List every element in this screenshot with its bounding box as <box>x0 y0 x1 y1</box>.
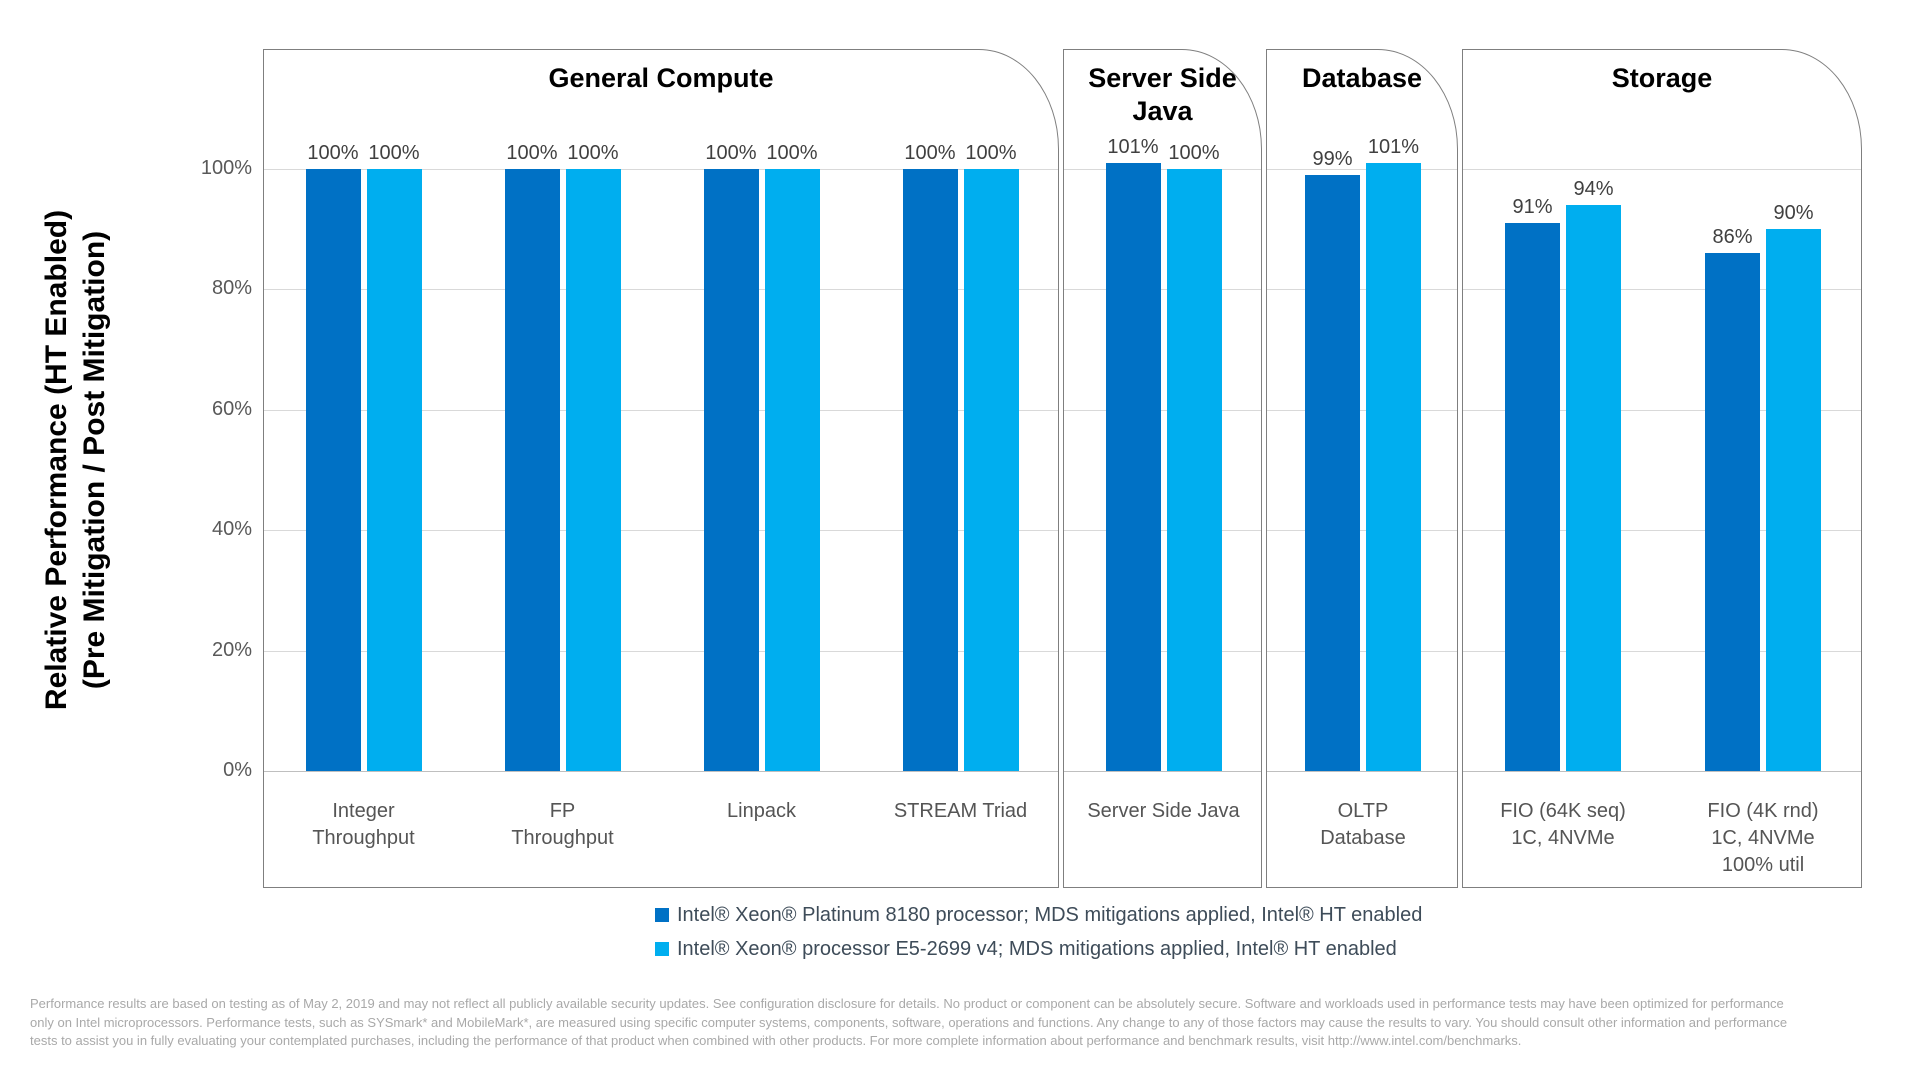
bar-series1-server-side-java <box>1105 162 1161 771</box>
x-axis-line <box>1463 771 1861 772</box>
bar-series2-server-side-java <box>1166 169 1222 771</box>
x-axis-line <box>1064 771 1261 772</box>
legend-item-series2: Intel® Xeon® processor E5-2699 v4; MDS m… <box>655 937 1422 962</box>
bar-series2-linpack <box>764 169 820 771</box>
disclaimer-line: only on Intel microprocessors. Performan… <box>30 1014 1788 1030</box>
legend-label: Intel® Xeon® processor E5-2699 v4; MDS m… <box>677 938 1397 960</box>
gridline-20 <box>264 650 1058 652</box>
gridline-20 <box>1064 650 1261 652</box>
gridline-40 <box>1267 530 1457 532</box>
bar-value-label: 100% <box>904 142 956 164</box>
gridline-20 <box>1463 650 1861 652</box>
panel-storage: Storage 91% 94% FIO (64K seq) 1C, 4NVMe 86% 90… <box>1462 49 1862 888</box>
gridline-60 <box>1463 409 1861 411</box>
chart-legend: Intel® Xeon® Platinum 8180 processor; MD… <box>655 903 1422 971</box>
bar-value-label: 99% <box>1312 148 1353 171</box>
bar-value-label: 100% <box>766 142 818 164</box>
y-tick-label-0: 0% <box>223 759 252 781</box>
bar-series1-fio-64k-seq-1c-4nvme <box>1505 223 1560 771</box>
gridline-80 <box>1064 289 1261 291</box>
bar-series2-oltp-database <box>1366 162 1421 771</box>
bar-value-label: 100% <box>368 142 420 164</box>
bar-series1-integer-throughput <box>305 169 361 771</box>
legend-label: Intel® Xeon® Platinum 8180 processor; MD… <box>677 904 1423 926</box>
panel-general-compute: General Compute 100% 100% Integer Throughput… <box>263 49 1059 888</box>
gridline-80 <box>264 289 1058 291</box>
y-axis-title-line2: (Pre Mitigation / Post Mitigation) <box>78 230 111 690</box>
panel-server-side-java: Server Side Java 101% 100% Server Side Java <box>1063 49 1262 888</box>
y-tick-label-60: 60% <box>211 397 252 420</box>
y-tick-label-80: 80% <box>211 277 252 300</box>
disclaimer-line: Performance results are based on testing… <box>30 996 1784 1011</box>
bar-value-label: 101% <box>1367 135 1420 158</box>
y-axis-title-line1: Relative Performance (HT Enabled) <box>40 209 73 711</box>
gridline-80 <box>1463 289 1861 291</box>
gridline-100 <box>1463 169 1861 170</box>
gridline-100 <box>1267 169 1457 170</box>
bar-series2-stream-triad <box>963 169 1019 771</box>
bar-value-label: 100% <box>506 142 558 164</box>
bar-value-label: 91% <box>1512 196 1553 219</box>
category-label-integer-throughput: Integer Throughput <box>312 800 415 849</box>
bar-series1-stream-triad <box>902 169 958 771</box>
gridline-100 <box>1064 169 1261 170</box>
panel-title-general-compute: General Compute <box>548 63 774 93</box>
bar-series2-fio-4k-rnd-1c-4nvme-100-util <box>1766 229 1821 771</box>
bar-series1-oltp-database <box>1305 175 1360 771</box>
legend-swatch-icon <box>655 942 669 956</box>
y-tick-label-40: 40% <box>211 518 252 541</box>
category-label-fio-4k-rnd-1c-4nvme-100-util: FIO (4K rnd) 1C, 4NVMe 100% util <box>1707 800 1819 876</box>
bar-value-label: 86% <box>1712 226 1753 249</box>
bar-series2-integer-throughput <box>366 169 422 771</box>
gridline-40 <box>1463 530 1861 532</box>
y-tick-label-20: 20% <box>211 638 252 661</box>
gridline-100 <box>264 169 1058 170</box>
legend-swatch-icon <box>655 908 669 922</box>
gridline-40 <box>264 530 1058 532</box>
gridline-40 <box>1064 530 1261 532</box>
bar-series1-fp-throughput <box>504 169 560 771</box>
bar-series1-fio-4k-rnd-1c-4nvme-100-util <box>1705 253 1760 771</box>
bar-value-label: 100% <box>567 142 619 164</box>
category-label-stream-triad: STREAM Triad <box>893 800 1028 822</box>
bar-value-label: 100% <box>307 142 359 164</box>
disclaimer-footer: Performance results are based on testing… <box>30 995 1910 1051</box>
legend-item-series1: Intel® Xeon® Platinum 8180 processor; MD… <box>655 903 1422 928</box>
gridline-60 <box>1267 409 1457 411</box>
bar-value-label: 100% <box>1168 142 1220 164</box>
category-label-server-side-java: Server Side Java <box>1087 800 1240 822</box>
category-label-fio-64k-seq-1c-4nvme: FIO (64K seq) 1C, 4NVMe <box>1500 800 1626 849</box>
bar-value-label: 101% <box>1107 135 1159 158</box>
bar-value-label: 100% <box>705 142 757 164</box>
x-axis-line <box>1267 771 1457 772</box>
panel-title-storage: Storage <box>1611 63 1713 93</box>
bar-series1-linpack <box>703 169 759 771</box>
bar-value-label: 100% <box>965 142 1017 164</box>
category-label-fp-throughput: FP Throughput <box>511 800 614 849</box>
bar-series2-fp-throughput <box>565 169 621 771</box>
bar-value-label: 94% <box>1573 178 1614 201</box>
disclaimer-line: tests to assist you in fully evaluating … <box>30 1033 1522 1048</box>
gridline-20 <box>1267 650 1457 652</box>
gridline-60 <box>1064 409 1261 411</box>
category-label-oltp-database: OLTP Database <box>1320 800 1406 849</box>
category-label-linpack: Linpack <box>727 800 796 822</box>
panel-title-server-side-java: Server Side Java <box>1088 63 1237 126</box>
gridline-80 <box>1267 289 1457 291</box>
gridline-60 <box>264 409 1058 411</box>
y-axis-title: Relative Performance (HT Enabled) (Pre M… <box>38 130 118 790</box>
bar-value-label: 90% <box>1773 202 1814 225</box>
bar-series2-fio-64k-seq-1c-4nvme <box>1566 205 1621 771</box>
panel-title-database: Database <box>1301 63 1423 93</box>
panel-database: Database 99% 101% OLTP Database <box>1266 49 1458 888</box>
x-axis-line <box>264 771 1058 772</box>
y-tick-label-100: 100% <box>200 157 252 179</box>
